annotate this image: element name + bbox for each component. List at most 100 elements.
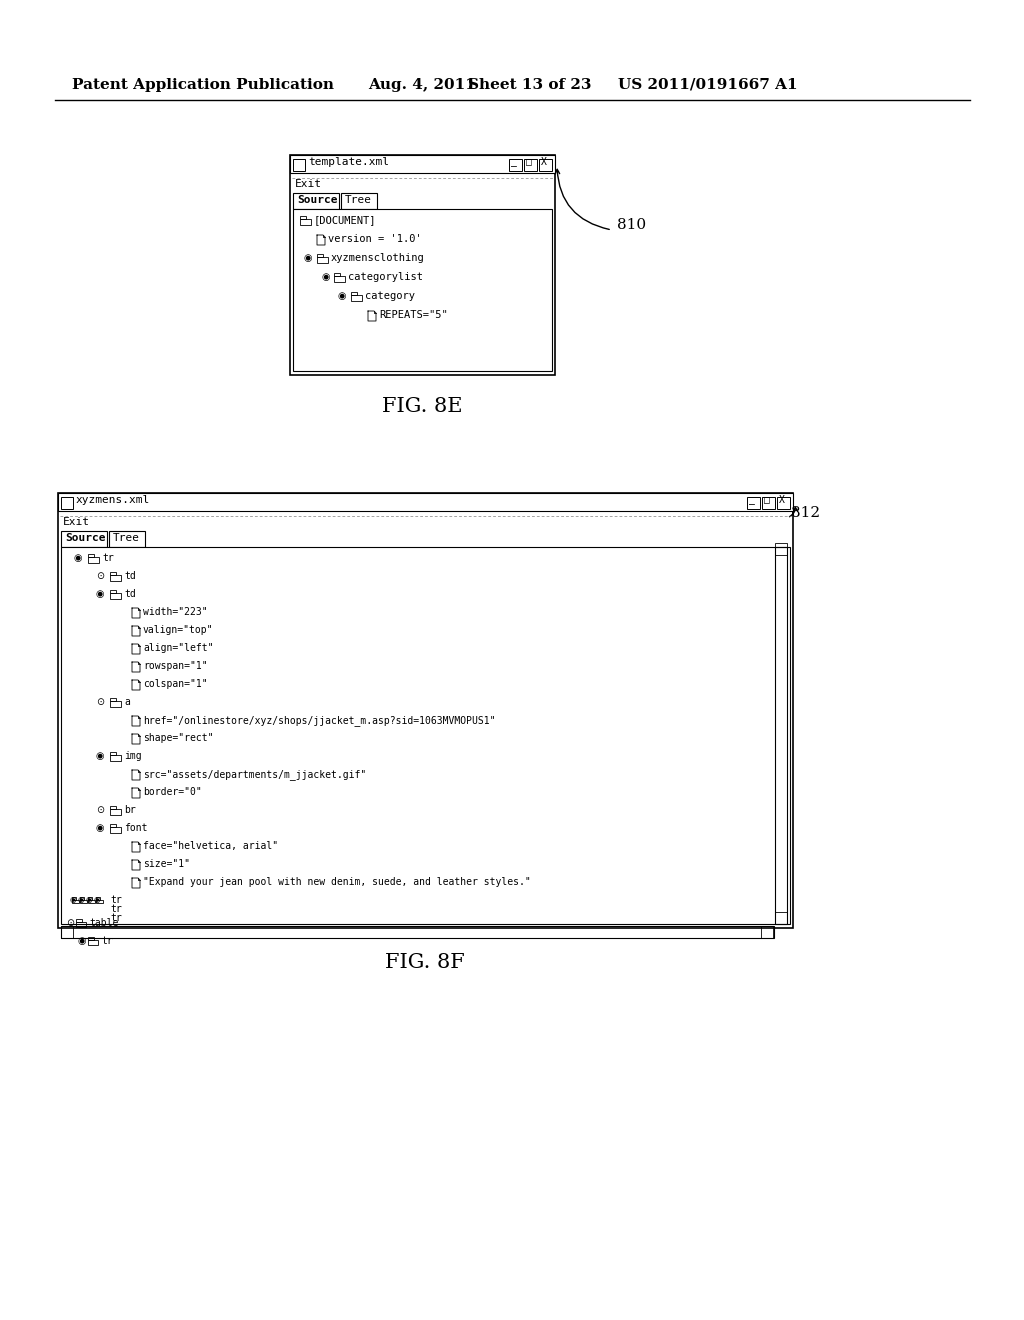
Text: ⊙: ⊙ (66, 917, 74, 928)
Text: FIG. 8E: FIG. 8E (382, 397, 462, 416)
Text: Tree: Tree (345, 195, 372, 205)
Bar (88, 937, 94, 940)
Text: ◉: ◉ (96, 751, 104, 762)
Bar (72, 898, 76, 900)
Text: □: □ (526, 157, 531, 168)
Text: ◉: ◉ (96, 822, 104, 833)
Text: tr: tr (102, 553, 114, 564)
Text: ⊙: ⊙ (96, 805, 104, 814)
Text: tr: tr (110, 895, 122, 906)
Bar (58, 492, 793, 928)
Bar (110, 755, 121, 762)
Text: src="assets/departments/m_jjacket.gif": src="assets/departments/m_jjacket.gif" (143, 770, 367, 780)
Text: ◉: ◉ (304, 253, 312, 263)
Text: ◉: ◉ (86, 895, 92, 904)
Text: FIG. 8F: FIG. 8F (385, 953, 465, 972)
Text: version = '1.0': version = '1.0' (328, 234, 422, 244)
Bar (88, 554, 94, 557)
Bar (76, 921, 86, 927)
Bar (110, 809, 121, 814)
FancyArrowPatch shape (790, 507, 798, 516)
Bar (61, 927, 774, 939)
Text: ⊙: ⊙ (96, 697, 104, 708)
Text: font: font (124, 822, 147, 833)
Text: a: a (124, 697, 130, 708)
Text: xyzmensclothing: xyzmensclothing (331, 253, 425, 263)
Bar (110, 807, 116, 809)
Text: face="helvetica, arial": face="helvetica, arial" (143, 841, 279, 851)
Text: Patent Application Publication: Patent Application Publication (72, 78, 334, 92)
Text: Tree: Tree (113, 533, 140, 543)
Text: align="left": align="left" (143, 643, 213, 653)
Bar (110, 572, 116, 576)
Text: 812: 812 (791, 506, 820, 520)
Text: br: br (124, 805, 136, 814)
Text: ◉: ◉ (78, 936, 86, 946)
Bar (61, 546, 790, 924)
Bar (110, 576, 121, 581)
Bar (88, 557, 99, 564)
Text: categorylist: categorylist (348, 272, 423, 282)
Text: US 2011/0191667 A1: US 2011/0191667 A1 (618, 78, 798, 92)
Bar (777, 498, 790, 510)
Text: tr: tr (101, 936, 113, 946)
Bar (761, 927, 773, 939)
Bar (293, 158, 305, 172)
Text: template.xml: template.xml (308, 157, 389, 168)
Bar (351, 292, 357, 294)
Bar (293, 209, 552, 371)
Text: border="0": border="0" (143, 787, 202, 797)
Text: ◉: ◉ (70, 895, 77, 904)
Bar (775, 912, 787, 924)
Text: 810: 810 (617, 218, 646, 232)
Bar (110, 698, 116, 701)
Bar (509, 158, 522, 172)
Text: X: X (779, 495, 784, 506)
Bar (96, 898, 100, 900)
Text: tr: tr (110, 913, 122, 923)
Bar (61, 498, 73, 510)
Bar (58, 492, 793, 511)
Text: Sheet 13 of 23: Sheet 13 of 23 (468, 78, 592, 92)
Bar (110, 701, 121, 708)
Bar (61, 927, 73, 939)
Bar (746, 498, 760, 510)
Text: ◉: ◉ (96, 589, 104, 599)
Text: valign="top": valign="top" (143, 624, 213, 635)
Bar (524, 158, 537, 172)
Bar (334, 273, 340, 276)
Text: REPEATS="5": REPEATS="5" (379, 310, 447, 319)
Bar (775, 546, 787, 924)
Bar (110, 593, 121, 599)
Text: "Expand your jean pool with new denim, suede, and leather styles.": "Expand your jean pool with new denim, s… (143, 876, 530, 887)
Text: Exit: Exit (295, 180, 322, 189)
Text: Aug. 4, 2011: Aug. 4, 2011 (368, 78, 476, 92)
Text: ◉: ◉ (74, 553, 83, 564)
Bar (762, 498, 775, 510)
Bar (80, 900, 87, 903)
Bar (334, 276, 345, 282)
Text: colspan="1": colspan="1" (143, 678, 208, 689)
Text: tr: tr (110, 904, 122, 913)
Text: Exit: Exit (63, 517, 90, 527)
Bar (61, 531, 106, 546)
FancyArrowPatch shape (555, 169, 609, 230)
Text: href="/onlinestore/xyz/shops/jjacket_m.asp?sid=1063MVMOPUS1": href="/onlinestore/xyz/shops/jjacket_m.a… (143, 715, 496, 726)
Bar (775, 543, 787, 554)
Bar (109, 531, 145, 546)
Bar (88, 900, 95, 903)
Text: shape="rect": shape="rect" (143, 733, 213, 743)
Bar (88, 940, 98, 945)
Bar (88, 898, 92, 900)
Bar (300, 219, 311, 224)
Bar (76, 919, 82, 921)
Bar (290, 154, 555, 375)
Text: Source: Source (297, 195, 338, 205)
Text: ◉: ◉ (94, 895, 100, 904)
Bar (110, 752, 116, 755)
Text: _: _ (749, 495, 755, 506)
Text: □: □ (764, 495, 770, 506)
Bar (110, 828, 121, 833)
Text: width="223": width="223" (143, 607, 208, 616)
Bar (300, 216, 306, 219)
